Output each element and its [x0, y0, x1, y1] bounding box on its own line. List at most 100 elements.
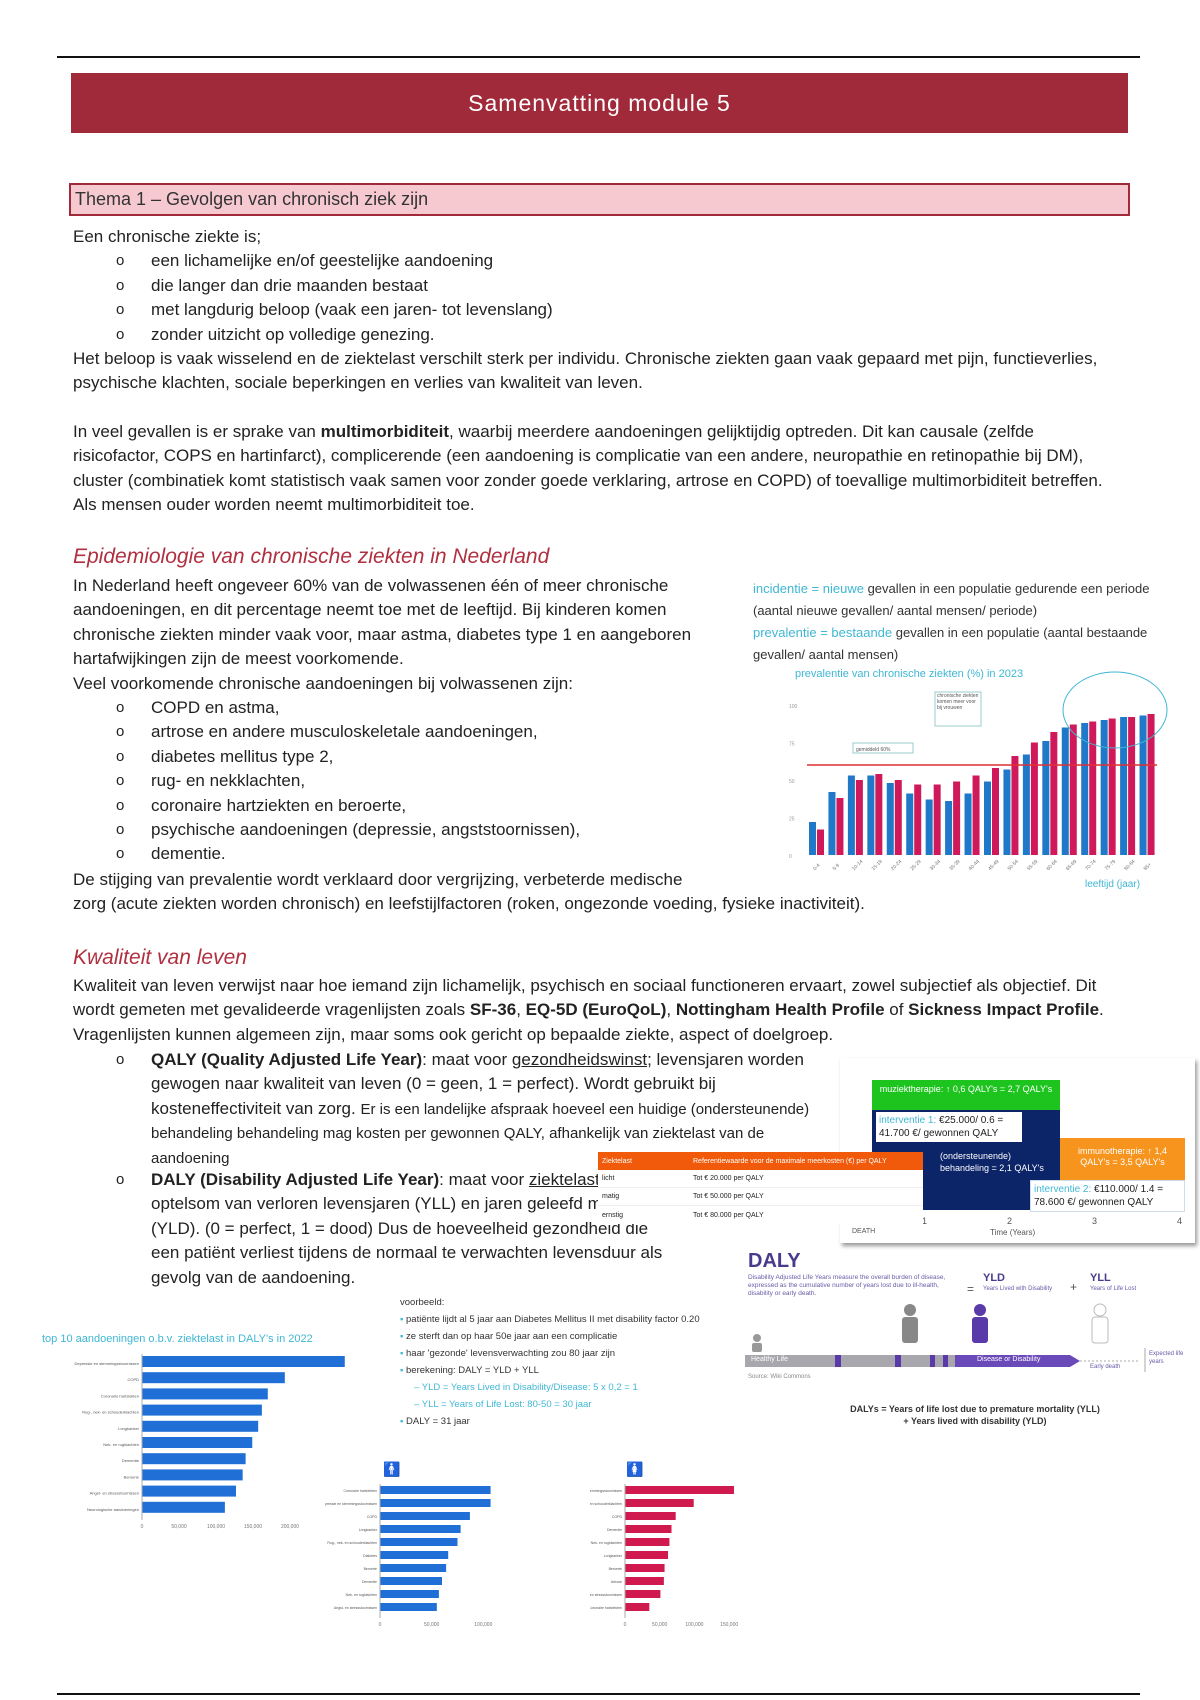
- category-label: Dementie: [122, 1458, 140, 1463]
- table-header: Ziektelast Referentiewaarde voor de maxi…: [598, 1152, 923, 1170]
- bar: [625, 1603, 650, 1611]
- qaly-text: QALY (Quality Adjusted Life Year): maat …: [151, 1050, 804, 1118]
- page-title: Samenvatting module 5: [71, 73, 1128, 133]
- item-text: berekening: DALY = YLD + YLL: [406, 1365, 539, 1376]
- bar: [380, 1499, 491, 1507]
- tick-label: 2: [1006, 1216, 1012, 1226]
- list-item: COPD en astma,: [73, 696, 738, 721]
- table-cell: Tot € 20.000 per QALY: [693, 1175, 764, 1182]
- category-label: Neurologische aandoeningen: [87, 1507, 139, 1512]
- bar-vrouwen: [817, 829, 824, 855]
- definition-prevalentie: prevalentie = bestaande gevallen in een …: [753, 622, 1183, 666]
- category-label: Longkanker: [359, 1528, 378, 1532]
- average-label-box: [852, 742, 914, 754]
- x-axis-label: leeftijd (jaar): [1085, 879, 1140, 890]
- qaly-reference-table: Ziektelast Referentiewaarde voor de maxi…: [598, 1152, 923, 1224]
- heading-kwaliteit: Kwaliteit van leven: [73, 946, 247, 969]
- x-tick-label: 100,000: [207, 1524, 225, 1530]
- text-segment: ,: [516, 1000, 526, 1020]
- annotation-text: chronische ziekten komen meer voor bij v…: [937, 693, 979, 711]
- text-segment: Nottingham Health Profile: [675, 1000, 885, 1020]
- column-header: Referentiewaarde voor de maximale meerko…: [693, 1157, 887, 1165]
- bar: [380, 1603, 437, 1611]
- prevalence-chart: prevalentie van chronische ziekten (%) i…: [789, 668, 1168, 890]
- tick-label: 4: [1176, 1216, 1182, 1226]
- bar: [380, 1512, 470, 1520]
- text-segment: Kwaliteit van leven verwijst naar hoe ie…: [73, 976, 1097, 1020]
- category-label: Nek- en rugklachten: [346, 1593, 377, 1597]
- bar-mannen: [867, 775, 875, 855]
- x-tick-label: 25-29: [909, 859, 922, 872]
- list-subitem: – YLL = Years of Life Lost: 80-50 = 30 j…: [414, 1399, 592, 1410]
- bar-mannen: [1042, 741, 1050, 855]
- x-tick-label: 75-79: [1104, 859, 1117, 872]
- category-label: COPD: [612, 1515, 623, 1519]
- list-item: die langer dan drie maanden bestaat: [73, 274, 1123, 299]
- text-segment: gezondheidswinst: [511, 1050, 648, 1069]
- daly-formula: DALYs = Years of life lost due to premat…: [805, 1403, 1145, 1427]
- list-item: dementie.: [73, 842, 738, 867]
- paragraph-multimorbiditeit: In veel gevallen is er sprake van multim…: [73, 420, 1123, 518]
- daly-top10-title: top 10 aandoeningen o.b.v. ziektelast in…: [42, 1333, 313, 1345]
- bar-mannen: [828, 792, 836, 855]
- bar: [625, 1525, 672, 1533]
- interventie-text: €25.000/ 0.6 = 41.700 €/ gewonnen QALY: [879, 1115, 1004, 1139]
- bottom-rule: [57, 1693, 1140, 1695]
- bar: [142, 1485, 236, 1497]
- column-header: Ziektelast: [602, 1157, 632, 1165]
- tick-label: 1: [922, 1216, 928, 1226]
- category-label: COPD: [127, 1377, 139, 1382]
- bar: [625, 1499, 694, 1507]
- y-tick-label: 50: [789, 779, 795, 785]
- list-item: diabetes mellitus type 2,: [73, 745, 738, 770]
- x-tick-label: 200,000: [281, 1524, 299, 1530]
- x-tick-label: 60-64: [1046, 859, 1059, 872]
- x-tick-label: 35-39: [948, 859, 961, 872]
- x-tick-label: 100,000: [474, 1622, 492, 1628]
- list-item: zonder uitzicht op volledige genezing.: [73, 323, 1123, 348]
- bar: [380, 1551, 449, 1559]
- definitions-box: incidentie = nieuwe gevallen in een popu…: [753, 578, 1183, 666]
- bar: [142, 1501, 225, 1513]
- list-item: ▪ ze sterft dan op haar 50e jaar aan een…: [400, 1331, 618, 1342]
- bar: [142, 1453, 246, 1465]
- person-sick-icon: [972, 1304, 988, 1343]
- bar-mannen: [945, 801, 953, 855]
- text-segment: ; optelsom van verloren levensjaren (YLL…: [151, 1170, 665, 1287]
- x-tick-label: 5-9: [832, 863, 842, 873]
- category-label: Angst- en stressstoornissen: [334, 1606, 377, 1610]
- bar: [142, 1388, 268, 1400]
- early-death-label: Early death: [1090, 1364, 1121, 1370]
- definition-text: gevallen in een populatie (aantal bestaa…: [753, 625, 1148, 662]
- table-cell: Tot € 80.000 per QALY: [693, 1211, 764, 1219]
- definition-incidentie: incidentie = nieuwe gevallen in een popu…: [753, 578, 1183, 622]
- item-text: patiënte lijdt al 5 jaar aan Diabetes Me…: [406, 1314, 700, 1325]
- category-label: Depressie en stemmingsstoornissen: [325, 1502, 377, 1506]
- table-cell: ernstig: [602, 1211, 624, 1219]
- x-tick-label: 20-24: [890, 859, 903, 872]
- text-segment: : maat voor: [439, 1170, 529, 1189]
- paragraph-epidemiologie: In Nederland heeft ongeveer 60% van de v…: [73, 574, 738, 672]
- bar-vrouwen: [933, 784, 941, 855]
- y-tick-label: 0: [789, 854, 792, 860]
- bar: [625, 1564, 665, 1572]
- text-segment: In Nederland heeft ongeveer 60% van de v…: [73, 576, 692, 669]
- category-label: Rug-, nek- en schouderklachten: [82, 1410, 139, 1415]
- bar-mannen: [906, 793, 914, 855]
- bar: [142, 1356, 345, 1367]
- disease-label: Disease or Disability: [977, 1356, 1041, 1363]
- bar-vrouwen: [972, 775, 980, 855]
- list-item: ▪ patiënte lijdt al 5 jaar aan Diabetes …: [400, 1314, 700, 1325]
- person-adult-icon: [902, 1304, 918, 1343]
- bar-mannen: [1061, 727, 1069, 855]
- table-cell: licht: [602, 1175, 615, 1182]
- bar: [142, 1469, 243, 1481]
- bar-mannen: [984, 781, 991, 855]
- list-item: met langdurig beloop (vaak een jaren- to…: [73, 298, 1123, 323]
- text-segment: DALY (Disability Adjusted Life Year): [151, 1170, 440, 1189]
- bar-vrouwen: [1069, 724, 1077, 855]
- formula-line: DALYs = Years of life lost due to premat…: [850, 1404, 1100, 1414]
- bar-mannen: [1100, 720, 1108, 855]
- category-label: COPD: [367, 1515, 378, 1519]
- interventie-1-label: interventie 1: €25.000/ 0.6 = 41.700 €/ …: [876, 1112, 1022, 1142]
